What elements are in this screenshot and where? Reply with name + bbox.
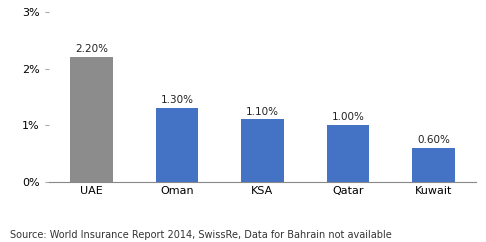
- Bar: [327, 125, 369, 182]
- Bar: [70, 57, 113, 182]
- Bar: [412, 148, 455, 182]
- Text: Source: World Insurance Report 2014, SwissRe, Data for Bahrain not available: Source: World Insurance Report 2014, Swi…: [10, 230, 391, 240]
- Text: 1.00%: 1.00%: [331, 112, 364, 122]
- Text: 1.10%: 1.10%: [246, 106, 279, 117]
- Bar: [241, 119, 284, 182]
- Text: 0.60%: 0.60%: [417, 135, 450, 145]
- Bar: [156, 108, 198, 182]
- Text: 2.20%: 2.20%: [75, 45, 108, 54]
- Text: 1.30%: 1.30%: [160, 95, 193, 105]
